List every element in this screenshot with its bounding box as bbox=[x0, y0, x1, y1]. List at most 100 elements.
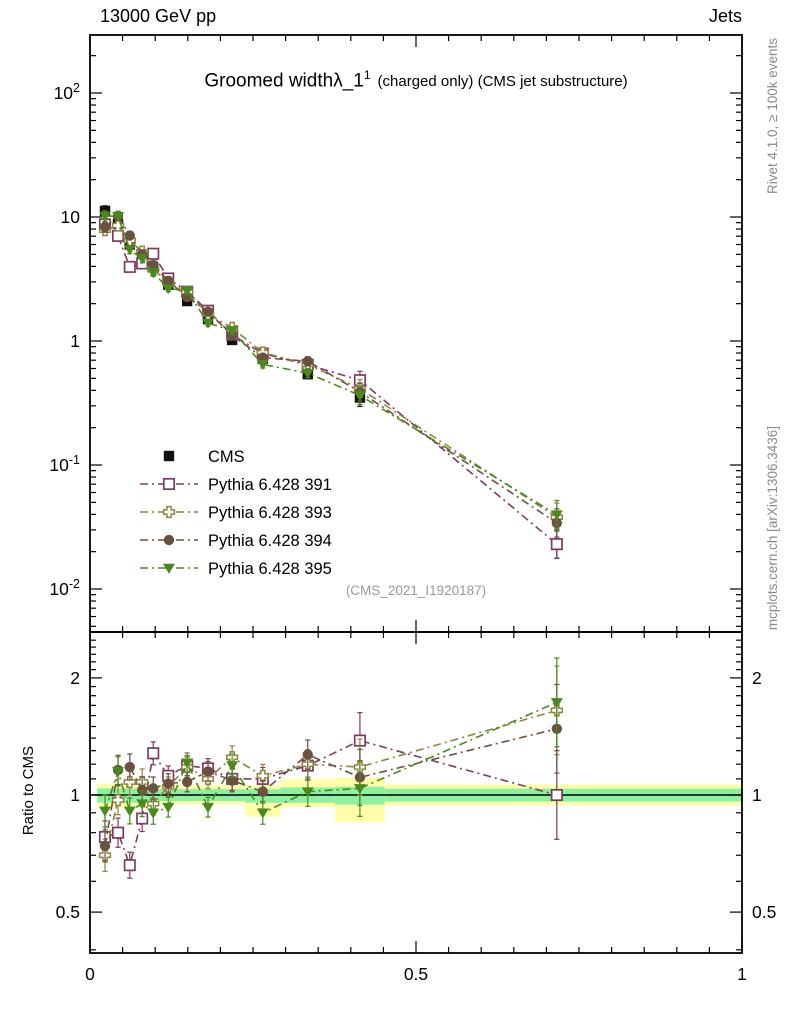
marker-triangle-down bbox=[353, 784, 366, 795]
marker-triangle-down bbox=[226, 761, 239, 772]
legend-item-pythia-6-428-394: Pythia 6.428 394 bbox=[140, 532, 332, 550]
marker-square-open bbox=[111, 826, 125, 839]
marker-square-filled bbox=[163, 450, 175, 462]
marker-triangle-down bbox=[550, 510, 563, 521]
plot-title-superscript: 1 bbox=[363, 68, 371, 82]
tick-label: 1 bbox=[70, 331, 80, 351]
plot-title-text: Groomed width bbox=[204, 70, 334, 92]
marker-cross-open bbox=[256, 769, 269, 783]
tick-label: 10-2 bbox=[49, 577, 80, 599]
plot-title: Groomed widthλ_11 (charged only) (CMS jet… bbox=[90, 68, 742, 92]
marker-circle-filled bbox=[124, 230, 135, 241]
marker-square-open bbox=[123, 859, 136, 872]
marker-triangle-down bbox=[301, 368, 314, 379]
marker-triangle-down bbox=[147, 268, 160, 279]
marker-triangle-down bbox=[202, 802, 215, 813]
marker-circle-filled bbox=[148, 259, 159, 271]
header-process-tag: Jets bbox=[708, 6, 742, 26]
tick-label: 0 bbox=[85, 964, 95, 984]
marker-triangle-down bbox=[136, 799, 149, 810]
legend-item-pythia-6-428-391: Pythia 6.428 391 bbox=[140, 476, 332, 494]
marker-circle-filled bbox=[124, 761, 135, 773]
marker-triangle-down bbox=[98, 806, 111, 817]
tick-label: 0.5 bbox=[752, 902, 776, 922]
series-line bbox=[104, 224, 558, 518]
panel-frames bbox=[89, 34, 743, 954]
tick-label: 10-1 bbox=[49, 453, 80, 475]
marker-triangle-down bbox=[136, 254, 149, 265]
marker-circle-filled bbox=[202, 766, 214, 777]
marker-circle-filled bbox=[257, 786, 268, 797]
main-panel-frame bbox=[89, 34, 743, 633]
marker-triangle-down bbox=[202, 318, 215, 329]
series-394-main bbox=[99, 210, 563, 538]
marker-triangle-down bbox=[162, 284, 175, 295]
marker-triangle-down bbox=[353, 391, 366, 402]
marker-circle-filled bbox=[163, 534, 175, 546]
axis-ticks bbox=[89, 35, 743, 953]
watermark-mcplots-url: mcplots.cern.ch [arXiv:1306.3436] bbox=[765, 425, 780, 630]
series-395-main bbox=[98, 210, 563, 530]
marker-triangle-down bbox=[123, 245, 136, 256]
marker-triangle-down bbox=[163, 563, 175, 574]
marker-triangle-down bbox=[98, 211, 111, 222]
tick-label: 0.5 bbox=[404, 964, 428, 984]
legend-item-pythia-6-428-395: Pythia 6.428 395 bbox=[140, 560, 332, 578]
marker-cross-open bbox=[162, 505, 176, 519]
marker-square-open bbox=[147, 747, 160, 760]
tick-label: 1 bbox=[70, 785, 80, 805]
marker-circle-filled bbox=[163, 275, 174, 287]
marker-square-open bbox=[123, 260, 136, 273]
axis-tick-labels: 102 10 1 10-1 10-2 2 2 1 1 0.5 0.5 0 0.5 1 bbox=[49, 81, 776, 984]
marker-triangle-down bbox=[162, 802, 175, 813]
tick-label: 1 bbox=[737, 964, 747, 984]
marker-triangle-down bbox=[226, 326, 239, 337]
tick-label: 102 bbox=[54, 81, 80, 103]
marker-circle-filled bbox=[136, 784, 148, 796]
watermark-rivet-version: Rivet 4.1.0, ≥ 100k events bbox=[765, 38, 780, 194]
legend-label: Pythia 6.428 393 bbox=[208, 504, 332, 522]
series-line bbox=[104, 223, 558, 545]
ratio-panel-frame bbox=[89, 631, 743, 954]
marker-triangle-down bbox=[112, 767, 125, 778]
tick-label: 2 bbox=[70, 668, 80, 688]
marker-circle-filled bbox=[99, 840, 111, 852]
tick-label: 1 bbox=[752, 785, 762, 805]
series-393-ratio bbox=[98, 665, 563, 872]
legend-item-pythia-6-428-393: Pythia 6.428 393 bbox=[140, 504, 332, 522]
marker-triangle-down bbox=[301, 787, 314, 798]
plot-title-qualifier: (charged only) (CMS jet substructure) bbox=[377, 73, 628, 91]
marker-triangle-down bbox=[147, 808, 160, 819]
marker-circle-filled bbox=[302, 356, 313, 367]
marker-circle-filled bbox=[181, 776, 193, 788]
marker-circle-filled bbox=[99, 221, 111, 233]
marker-square-open bbox=[550, 788, 563, 802]
marker-circle-filled bbox=[148, 783, 159, 794]
marker-circle-filled bbox=[202, 306, 214, 317]
legend-label: Pythia 6.428 395 bbox=[208, 560, 332, 578]
marker-triangle-down bbox=[256, 360, 269, 371]
legend-item-cms: CMS bbox=[163, 448, 245, 466]
marker-triangle-down bbox=[181, 758, 194, 769]
marker-triangle-down bbox=[181, 286, 194, 297]
marker-triangle-down bbox=[123, 806, 136, 817]
legend-label: Pythia 6.428 394 bbox=[208, 532, 332, 550]
tick-label: 2 bbox=[752, 668, 762, 688]
marker-triangle-down bbox=[550, 698, 563, 709]
analysis-ref-label: (CMS_2021_I1920187) bbox=[345, 583, 487, 598]
series-395-ratio bbox=[98, 657, 563, 828]
tick-label: 0.5 bbox=[56, 902, 80, 922]
marker-triangle-down bbox=[112, 212, 125, 223]
marker-circle-filled bbox=[226, 775, 238, 786]
marker-square-open bbox=[550, 538, 563, 551]
legend: CMS Pythia 6.428 391 Pythia 6.428 393 Pythi… bbox=[140, 448, 332, 578]
tick-label: 10 bbox=[61, 207, 81, 227]
header-beam-energy: 13000 GeV pp bbox=[100, 6, 217, 26]
ratio-axis-title: Ratio to CMS bbox=[20, 746, 37, 836]
marker-square-open bbox=[162, 477, 176, 491]
series-line bbox=[104, 215, 558, 516]
legend-label: Pythia 6.428 391 bbox=[208, 476, 332, 494]
marker-circle-filled bbox=[163, 778, 174, 789]
